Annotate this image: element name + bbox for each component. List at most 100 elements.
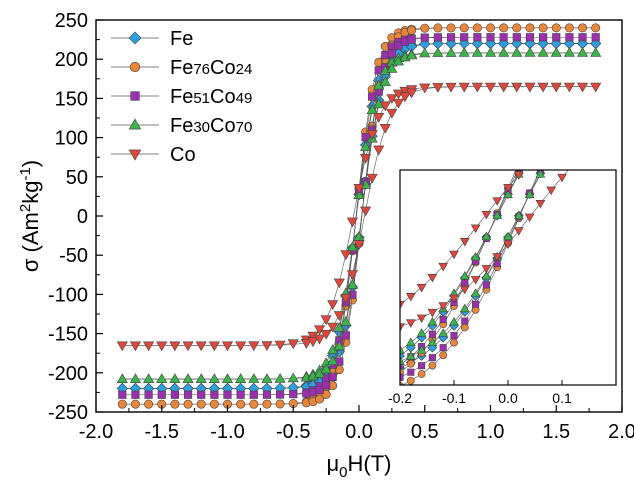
inset-axes: -0.2 -0.1 0.0 0.1 [388,380,572,406]
fe30co70-inset-point [525,151,534,159]
fe51co49-inset-point [548,145,554,151]
fe76co24-inset-point [537,118,544,125]
legend-item-co: Co [111,144,196,166]
co-inset-point [536,149,545,157]
fe30co70-point [333,340,345,351]
co-point [156,341,168,352]
fe51co49-point [460,33,469,42]
fe51co49-inset-point [526,143,532,149]
fe30co70-point [143,373,155,383]
fe76co24-point [196,399,206,409]
y-tick-label: -150 [48,324,88,346]
co-point [366,173,378,184]
co-point [419,83,431,94]
fe30co70-point [406,49,418,60]
fe51co49-inset-point [407,368,415,376]
fe30co70-point [419,47,431,58]
fe30co70-point [182,373,194,383]
fe76co24-point [538,23,548,33]
fe76co24-inset-point [612,55,619,62]
fe30co70-point [340,316,352,326]
fe76co24-point [420,23,430,33]
fe51co49-point [236,390,245,399]
co-inset-point [590,110,599,118]
fe76co24-inset-point [450,338,458,347]
co-point [248,341,260,352]
fe76co24-point [170,399,180,409]
x-tick-label: 0.0 [345,421,373,443]
fe51co49-inset-point [428,354,436,362]
fe51co49-inset-point [461,317,469,325]
fe-inset-point [558,101,567,110]
fe76co24-inset-point [591,75,598,82]
legend-label-fe: Fe [170,28,193,50]
x-tick-label: -0.5 [276,421,310,443]
fe51co49-point [446,33,456,42]
fe30co70-point [274,373,286,383]
legend-item-fe30co70: Fe30Co70 [111,115,252,137]
fe-inset-point [568,115,577,124]
fe51co49-point [361,133,370,142]
x-axis-label: μ0H(T) [326,451,391,481]
fe76co24-point [472,23,482,33]
co-inset-point [601,106,610,114]
fe76co24-point [262,399,272,409]
fe30co70-point [550,47,562,57]
fe51co49-point [183,390,193,399]
y-tick-label: -50 [59,245,88,267]
fe30co70-point [590,47,602,57]
co-inset-point [459,285,470,295]
fe30co70-point [116,373,128,383]
fe51co49-point [433,33,442,42]
fe76co24-inset-point [602,47,609,54]
inset-x-tick-label: -0.2 [388,390,412,406]
legend-label-fe51co49: Fe51Co49 [170,86,252,108]
fe76co24-inset-point [569,73,576,80]
fe-inset-point [547,149,556,158]
co-point [313,334,326,345]
fe51co49-point [118,390,127,399]
fe51co49-point [473,33,482,42]
legend-label-fe30co70: Fe30Co70 [170,115,252,137]
fe76co24-point [551,23,561,33]
co-point [182,341,194,352]
fe30co70-inset-point [536,133,545,141]
fe51co49-point [289,390,298,399]
co-point [432,83,444,93]
fe30co70-point [379,76,391,86]
co-point [353,240,365,250]
inset-x-tick-label: -0.1 [442,390,466,406]
y-tick-label: 250 [55,10,88,32]
fe76co24-point [459,23,469,33]
fe30co70-point [537,47,549,57]
co-point [340,294,352,304]
fe30co70-inset-point [481,231,492,241]
fe51co49-inset-point [570,109,576,115]
co-point [484,82,497,93]
fe51co49-point [578,33,587,42]
fe30co70-point [524,47,536,57]
fe51co49-inset-point [439,315,447,324]
inset-background [400,170,616,385]
co-inset-point [459,237,470,247]
co-inset-point [547,139,556,147]
legend-marker-fe51co49 [130,91,140,101]
fe30co70-inset-point [612,77,621,85]
fe76co24-point [433,23,443,33]
co-point [333,311,345,321]
fe51co49-point [539,33,548,42]
fe30co70-point [353,189,365,199]
y-tick-label: 100 [55,128,88,150]
fe51co49-point [315,385,324,394]
co-inset-point [400,300,405,310]
fe30co70-inset-point [524,189,535,199]
co-inset-point [525,160,534,168]
co-point [360,153,372,164]
co-point [406,88,418,99]
fe51co49-point [512,33,521,42]
y-tick-label: 0 [77,206,88,228]
y-tick-label: -100 [48,284,88,306]
co-point [320,315,332,326]
fe51co49-inset-point [591,62,597,68]
fe30co70-point [346,241,358,252]
